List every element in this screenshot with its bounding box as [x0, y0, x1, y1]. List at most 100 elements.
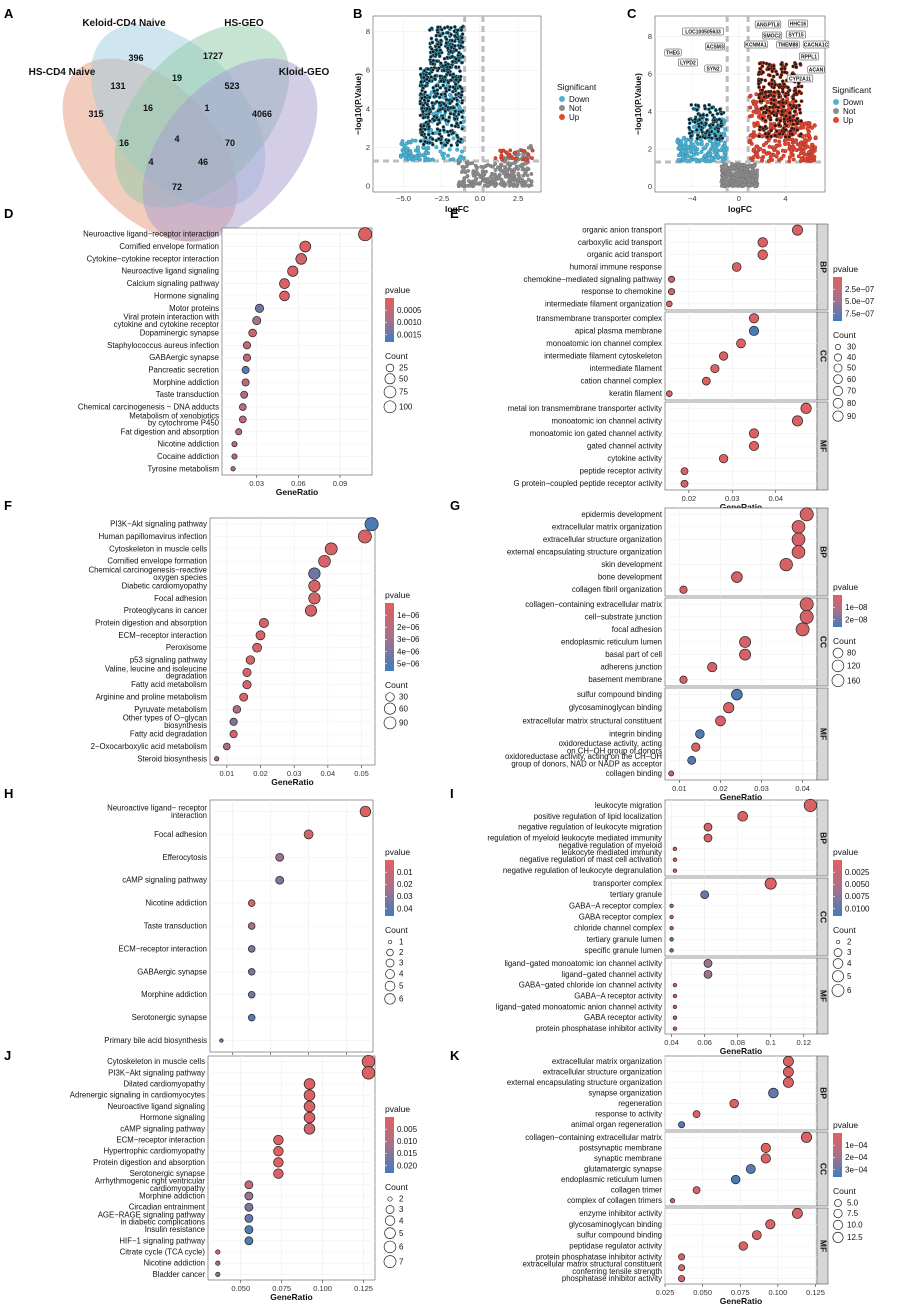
- volcano-point: [776, 105, 781, 110]
- facet-strip-label: MF: [818, 1240, 828, 1252]
- dot-mark: [792, 1207, 803, 1219]
- term-label: skin development: [601, 560, 663, 569]
- volcano-point: [795, 121, 800, 126]
- colorbar-tick-label: 0.04: [397, 904, 413, 913]
- volcano-point: [435, 127, 440, 132]
- volcano-point: [509, 171, 514, 176]
- volcano-point: [758, 99, 763, 104]
- term-label: Fatty acid metabolism: [131, 680, 207, 689]
- term-label: extracellular structure organization: [543, 535, 662, 544]
- dot-mark: [235, 428, 243, 436]
- count-legend-label: 90: [847, 412, 856, 421]
- venn-count: 315: [88, 109, 103, 119]
- x-tick-label: 0: [737, 194, 741, 203]
- volcano-point: [491, 172, 495, 177]
- volcano-point: [439, 27, 444, 32]
- volcano-point: [746, 173, 751, 178]
- legend-pvalue-title: pvalue: [833, 1120, 858, 1130]
- dot-mark: [239, 692, 249, 702]
- volcano-point: [423, 90, 428, 95]
- volcano-point: [697, 124, 702, 129]
- volcano-point: [459, 109, 464, 114]
- volcano-point: [780, 100, 785, 105]
- panel-label-i: I: [450, 786, 454, 801]
- dot-mark: [247, 968, 256, 976]
- volcano-point: [424, 120, 429, 125]
- dot-mark: [757, 249, 768, 260]
- term-label: Fatty acid degradation: [130, 730, 207, 739]
- term-label: Cornified envelope formation: [119, 242, 219, 251]
- dot-mark: [669, 914, 674, 920]
- volcano-point: [687, 154, 692, 159]
- volcano-point: [437, 132, 442, 137]
- term-label: Chemical carcinogenesis−reactive oxygen s…: [88, 565, 207, 581]
- y-tick-label: 8: [366, 27, 370, 36]
- dot-mark: [242, 680, 252, 690]
- dot-mark: [791, 532, 806, 547]
- venn-count: 396: [128, 53, 143, 63]
- volcano-point: [809, 146, 814, 151]
- volcano-point: [691, 152, 697, 157]
- volcano-point: [498, 168, 503, 173]
- term-label: carboxylic acid transport: [578, 238, 663, 247]
- plot-area: [221, 227, 373, 476]
- count-legend-label: 5.0: [847, 1199, 859, 1208]
- volcano-point: [774, 117, 779, 122]
- count-legend-circle: [832, 647, 844, 659]
- volcano-point: [421, 123, 426, 128]
- count-legend-label: 60: [847, 375, 856, 384]
- volcano-point: [511, 161, 516, 166]
- venn-count: 19: [172, 73, 182, 83]
- x-tick-label: 0.100: [768, 1288, 787, 1297]
- term-label: humoral immune response: [570, 263, 662, 272]
- term-label: Taste transduction: [156, 390, 219, 399]
- volcano-point: [713, 134, 718, 138]
- count-legend-label: 4: [847, 959, 852, 968]
- dot-mark: [799, 609, 814, 624]
- x-tick-label: 0.02: [682, 494, 697, 503]
- term-label: Motor proteins: [169, 304, 219, 313]
- term-label: leukocyte migration: [595, 801, 662, 810]
- dot-mark: [214, 756, 220, 762]
- colorbar-tick-label: 1e−08: [845, 603, 868, 612]
- term-label: transmembrane transporter complex: [536, 314, 662, 323]
- volcano-point: [439, 141, 444, 145]
- term-label: organic anion transport: [582, 226, 663, 235]
- term-label: collagen binding: [606, 769, 662, 778]
- volcano-point: [783, 127, 788, 132]
- volcano-point: [458, 43, 463, 48]
- gene-label: SYN2: [706, 67, 719, 73]
- dot-mark: [245, 655, 256, 665]
- volcano-point: [460, 35, 464, 40]
- volcano-point: [687, 131, 692, 136]
- volcano-point: [813, 135, 818, 140]
- volcano-point: [771, 63, 776, 68]
- volcano-point: [445, 30, 450, 35]
- venn-count: 4066: [252, 109, 272, 119]
- term-label: chemokine−mediated signaling pathway: [524, 275, 663, 284]
- gene-label: SYT15: [788, 33, 804, 39]
- term-label: extracellular structure organization: [543, 1067, 662, 1076]
- volcano-point: [514, 164, 519, 169]
- volcano-point: [498, 148, 503, 153]
- volcano-point: [466, 179, 471, 183]
- count-legend-circle: [383, 385, 397, 399]
- volcano-point: [427, 158, 433, 163]
- dot-mark: [252, 642, 262, 653]
- plot-area: [207, 1055, 376, 1281]
- pvalue-colorbar: [833, 595, 842, 627]
- volcano-point: [791, 64, 796, 69]
- volcano-point: [757, 70, 762, 75]
- volcano-b-legend-title: Significant: [557, 82, 597, 92]
- term-label: Protein digestion and absorption: [95, 618, 207, 627]
- volcano-point: [445, 153, 451, 158]
- x-tick-label: 0.01: [672, 784, 687, 793]
- term-label: transporter complex: [593, 879, 662, 888]
- panel-label-k: K: [450, 1048, 460, 1063]
- volcano-point: [684, 138, 689, 143]
- legend-pvalue-title: pvalue: [833, 582, 858, 592]
- legend-pvalue-title: pvalue: [385, 285, 410, 295]
- volcano-c-ylabel: −log10(P.Value): [633, 73, 643, 135]
- term-label: Taste transduction: [144, 922, 207, 931]
